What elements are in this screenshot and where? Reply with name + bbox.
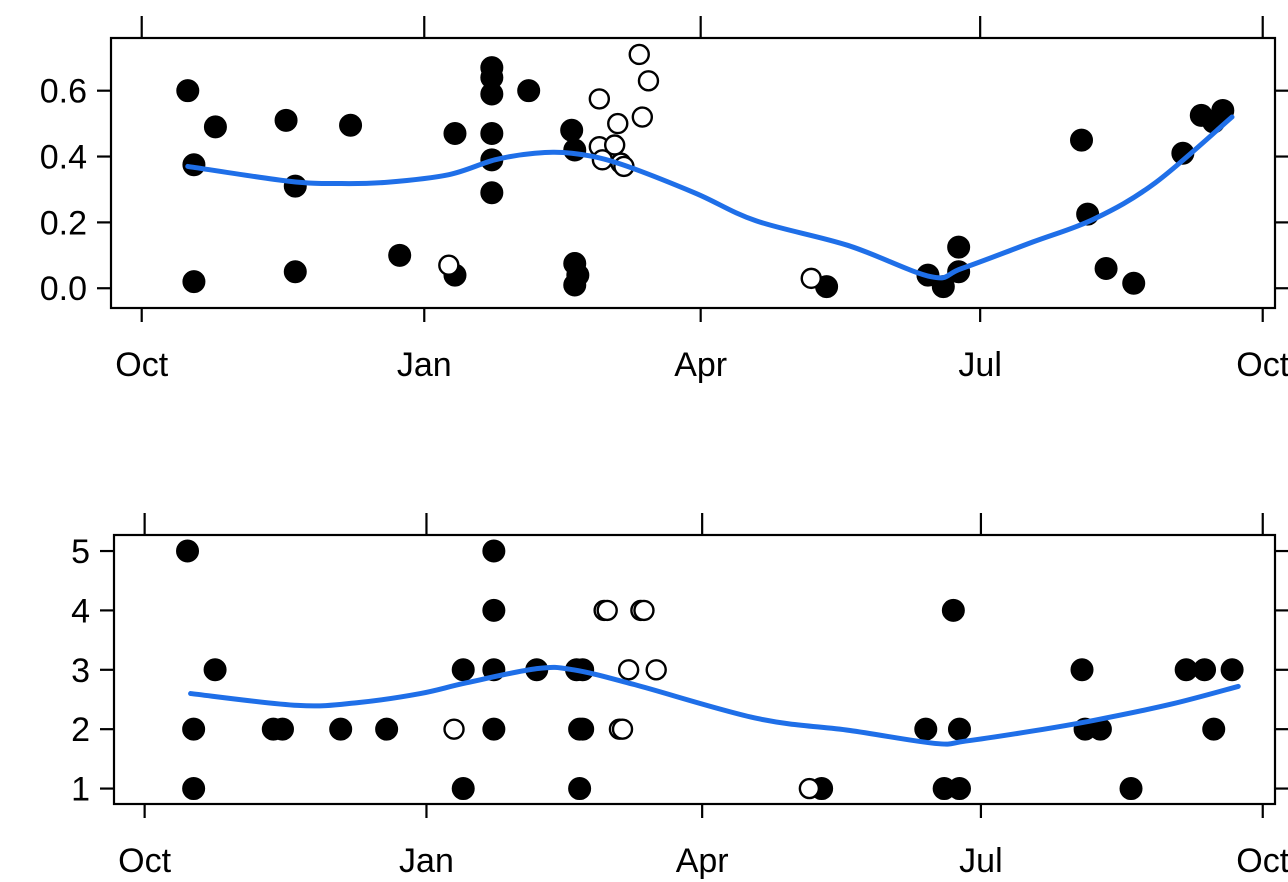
smooth-trend-line [188, 664, 1241, 747]
data-point-filled [941, 598, 965, 622]
data-point-open [603, 134, 626, 156]
smooth-trend-line [185, 114, 1235, 281]
x-tick-label: Oct [1236, 842, 1288, 880]
data-point-filled [914, 717, 938, 741]
data-point-filled [568, 777, 592, 801]
data-point-open [800, 267, 822, 290]
data-point-filled [203, 658, 227, 682]
data-point-open [596, 599, 618, 622]
x-tick-label: Jan [399, 842, 454, 880]
data-point-filled [176, 79, 200, 103]
x-tick-label: Jan [397, 346, 452, 384]
data-point-filled [176, 539, 200, 563]
data-point-filled [1094, 256, 1118, 280]
data-point-filled [482, 598, 506, 622]
data-point-open [798, 777, 821, 800]
x-tick-label: Oct [115, 346, 168, 384]
data-point-filled [560, 118, 584, 142]
data-point-open [617, 659, 640, 681]
data-point-filled [182, 717, 206, 741]
y-tick-label: 2 [71, 711, 90, 749]
y-tick-label: 0.4 [40, 139, 87, 177]
data-point-filled [482, 717, 506, 741]
data-point-filled [482, 539, 506, 563]
data-point-filled [283, 260, 307, 284]
data-point-filled [563, 138, 587, 162]
data-point-filled [274, 108, 298, 132]
x-tick-label: Oct [118, 842, 171, 880]
y-tick-label: 3 [71, 652, 90, 690]
data-point-filled [563, 273, 587, 297]
data-point-open [628, 43, 650, 66]
data-point-open [443, 718, 465, 740]
data-point-filled [375, 717, 399, 741]
data-point-filled [1122, 271, 1146, 295]
data-point-filled [1070, 658, 1094, 682]
data-point-filled [1211, 98, 1235, 122]
data-point-filled [480, 82, 504, 106]
plot-frame [109, 36, 1277, 310]
data-point-open [438, 254, 460, 276]
data-point-filled [451, 777, 475, 801]
data-point-filled [182, 777, 206, 801]
data-point-filled [339, 113, 363, 137]
data-point-open [631, 106, 654, 128]
y-tick-label: 0.6 [40, 73, 87, 111]
data-point-filled [480, 181, 504, 205]
data-point-filled [451, 658, 475, 682]
x-tick-label: Jul [958, 346, 1001, 384]
x-tick-label: Apr [674, 346, 727, 384]
data-point-filled [329, 717, 353, 741]
x-tick-label: Jul [959, 842, 1002, 880]
data-point-filled [270, 717, 294, 741]
data-point-open [611, 718, 634, 740]
data-point-filled [947, 717, 971, 741]
x-tick-label: Oct [1236, 346, 1288, 384]
data-point-filled [1220, 658, 1244, 682]
data-point-filled [182, 270, 206, 294]
x-tick-label: Apr [676, 842, 729, 880]
plot-frame [112, 533, 1277, 806]
y-tick-label: 4 [71, 592, 90, 630]
data-point-filled [517, 79, 541, 103]
data-point-filled [1119, 777, 1143, 801]
data-point-filled [203, 115, 227, 139]
data-point-open [637, 70, 660, 92]
data-point-filled [571, 717, 595, 741]
y-tick-label: 0.0 [40, 270, 87, 308]
data-point-filled [388, 243, 412, 267]
data-point-open [588, 88, 611, 110]
data-point-open [633, 599, 655, 622]
y-tick-label: 5 [71, 533, 90, 571]
panel-bottom: Oct Jan Apr Jul Oct 1 2 3 4 5 [71, 513, 1288, 880]
data-point-filled [443, 121, 467, 145]
data-point-filled [947, 777, 971, 801]
data-point-filled [1202, 717, 1226, 741]
y-tick-label: 0.2 [40, 204, 87, 242]
data-point-open [645, 659, 667, 681]
data-point-filled [1070, 128, 1094, 152]
y-tick-label: 1 [71, 771, 90, 809]
data-point-filled [1193, 658, 1217, 682]
data-point-filled [480, 121, 504, 145]
data-point-open [607, 112, 629, 135]
panel-top: Oct Jan Apr Jul Oct 0.0 0.2 0.4 0.6 [40, 16, 1288, 384]
data-point-filled [947, 235, 971, 259]
